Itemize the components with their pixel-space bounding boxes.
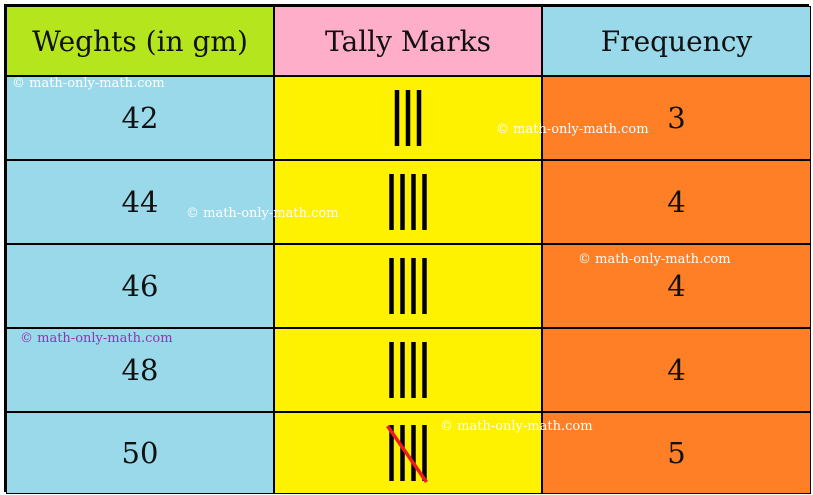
tally-cell [274, 412, 542, 494]
tally-marks-icon [378, 339, 438, 401]
tally-cell [274, 160, 542, 244]
frequency-cell: 4 [542, 244, 811, 328]
header-frequency: Frequency [542, 6, 811, 76]
tally-marks-icon [378, 255, 438, 317]
weight-cell: 46 [6, 244, 274, 328]
header-tally-marks: Tally Marks [274, 6, 542, 76]
tally-cell [274, 76, 542, 160]
weight-cell: 50 [6, 412, 274, 494]
frequency-cell: 5 [542, 412, 811, 494]
header-weights: Weghts (in gm) [6, 6, 274, 76]
weight-cell: 48 [6, 328, 274, 412]
tally-marks-icon [378, 87, 438, 149]
frequency-cell: 3 [542, 76, 811, 160]
tally-cell [274, 244, 542, 328]
frequency-table: Weghts (in gm) Tally Marks Frequency 42 … [4, 4, 809, 492]
tally-marks-icon [378, 422, 438, 484]
tally-cell [274, 328, 542, 412]
weight-cell: 42 [6, 76, 274, 160]
tally-marks-icon [378, 171, 438, 233]
frequency-cell: 4 [542, 160, 811, 244]
weight-cell: 44 [6, 160, 274, 244]
frequency-cell: 4 [542, 328, 811, 412]
